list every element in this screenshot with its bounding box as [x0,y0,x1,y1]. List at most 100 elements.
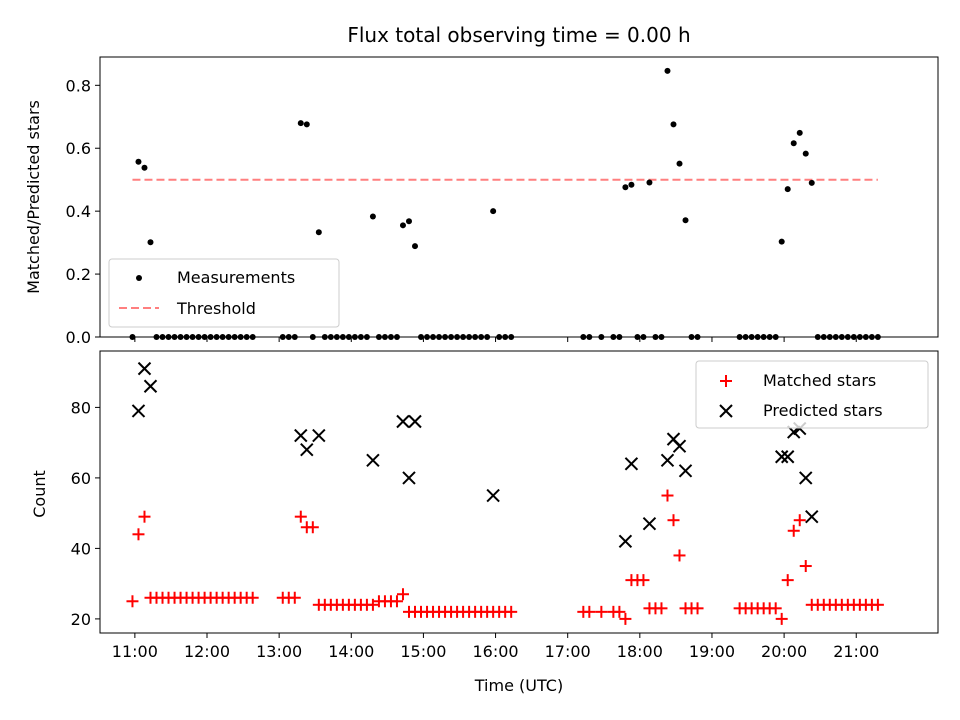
matched-star-point [637,574,650,587]
matched-star-point [366,598,379,611]
measurement-point [297,120,304,127]
top-legend-box [108,258,340,328]
predicted-star-point [672,439,687,453]
bottom-x-tick-label: 11:00 [112,642,158,661]
matched-star-point [667,514,680,527]
matched-star-point [793,514,806,527]
matched-star-point [595,605,608,618]
measurement-point [664,67,671,74]
top-y-tick-label: 0.8 [66,76,91,95]
matched-star-point [661,489,674,502]
matched-star-point [781,574,794,587]
matched-star-point [799,560,812,573]
top-plot-frame [99,56,939,338]
matched-star-point [390,595,403,608]
bottom-plot-frame [99,350,939,634]
predicted-star-point [781,450,795,464]
measurement-point [682,217,689,224]
x-axis-label: Time (UTC) [474,676,563,695]
measurement-point [676,160,683,167]
matched-star-point [613,605,626,618]
matched-star-point [673,549,686,562]
top-y-tick-label: 0.2 [66,265,91,284]
matched-star-point [619,612,632,625]
bottom-y-tick-label: 20 [71,610,91,629]
legend-matched-marker [720,375,732,387]
predicted-star-point [678,464,693,478]
predicted-star-point [366,453,380,467]
bottom-x-tick-label: 14:00 [328,642,374,661]
legend-threshold-label: Threshold [176,299,256,318]
predicted-star-point [402,471,416,485]
matched-star-point [583,605,596,618]
matched-star-point [306,521,319,534]
bottom-x-tick-label: 15:00 [400,642,446,661]
predicted-star-point [624,457,639,471]
predicted-star-point [143,379,158,393]
bottom-legend: Matched stars Predicted stars [695,360,929,429]
predicted-star-point [774,450,789,464]
measurement-point [790,140,797,147]
top-y-tick-label: 0.6 [66,139,91,158]
measurement-point [784,186,791,193]
matched-star-point [132,528,145,541]
predicted-star-point [486,488,500,503]
matched-star-point [396,588,409,601]
predicted-star-point [642,517,657,531]
measurement-point [405,218,412,225]
bottom-y-tick-label: 80 [71,398,91,417]
predicted-star-point [618,534,633,549]
top-legend: Measurements Threshold [108,258,340,328]
measurement-point [646,179,653,186]
measurement-point [141,164,148,171]
bottom-y-tick-label: 40 [71,539,91,558]
measurement-point [412,243,419,250]
matched-star-point [505,605,518,618]
predicted-star-point [799,471,813,485]
matched-star-point [655,602,668,615]
bottom-x-tick-label: 17:00 [545,642,591,661]
top-y-tick-label: 0.4 [66,202,91,221]
measurement-point [796,129,803,136]
bottom-x-tick-label: 13:00 [256,642,302,661]
bottom-x-tick-label: 16:00 [473,642,519,661]
bottom-x-tick-label: 20:00 [761,642,807,661]
bottom-subplot: 20 40 60 80 11:00 12:00 13:00 14:00 15:00 16:00 17… [71,350,939,661]
bottom-x-tick-label: 18:00 [617,642,663,661]
matched-star-point [787,524,800,537]
matched-star-point [769,602,782,615]
predicted-star-point [131,404,146,418]
measurement-point [622,184,629,191]
predicted-star-point [294,428,308,443]
measurement-point [147,239,154,246]
bottom-x-tick-label: 12:00 [184,642,230,661]
predicted-star-point [408,414,422,429]
matched-star-point [138,510,151,523]
matched-star-point [288,591,301,604]
measurement-point [490,208,497,215]
predicted-star-point [660,453,675,467]
measurement-point [399,222,406,229]
predicted-star-point [312,428,326,443]
matched-star-point [871,598,884,611]
predicted-star-point [396,414,410,429]
measurement-point [778,238,785,245]
predicted-star-point [137,361,152,376]
measurement-point [369,213,376,220]
measurement-point [670,121,677,128]
matched-star-point [126,595,139,608]
bottom-y-tick-label: 60 [71,469,91,488]
legend-measurements-label: Measurements [177,268,295,287]
measurement-point [315,229,322,236]
bottom-x-tick-label: 19:00 [689,642,735,661]
matched-star-point [691,602,704,615]
chart-title: Flux total observing time = 0.00 h [347,23,690,47]
matched-star-point [294,510,307,523]
predicted-star-point [805,509,819,524]
bottom-x-tick-label: 21:00 [833,642,879,661]
measurement-point [628,181,635,188]
legend-predicted-marker [719,404,733,418]
matched-star-point [775,612,788,625]
